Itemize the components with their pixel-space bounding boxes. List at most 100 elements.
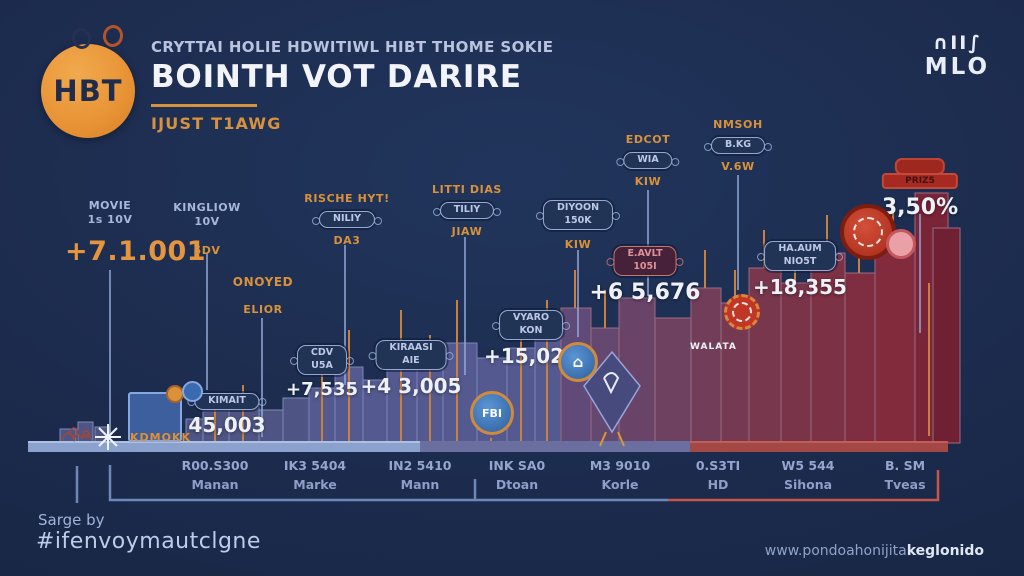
callout-label: 10V (194, 215, 220, 229)
callout-label: ELIOR (243, 302, 283, 316)
axis-name: Sihona (783, 476, 833, 492)
building-tag: WALATA (690, 342, 737, 352)
callout-sub: KIW (634, 175, 662, 189)
badge-text: FBI (482, 406, 502, 420)
axis-code: 0.S3TI (695, 458, 741, 473)
callout-pill: DIYOON 150K (535, 200, 621, 230)
pill-line: U5A (311, 359, 333, 371)
axis-code: IN2 5410 (388, 458, 452, 473)
callout-kiraasi: KIRAASI AIE +4 3,005 (361, 340, 461, 398)
pill-line: KON (519, 324, 543, 336)
axis-name: Korle (601, 476, 639, 492)
axis-code: INK SA0 (488, 458, 546, 473)
callout-sub: KIW (564, 237, 592, 251)
callout-pill: TILIY (432, 202, 502, 220)
kite-emblem (583, 350, 641, 447)
brand-mark: ∩II∫ MLO (925, 32, 990, 81)
callout-vyaro: VYARO KON +15,023 (484, 310, 578, 368)
axis-name: HD (707, 476, 729, 492)
axis-name: Manan (191, 476, 239, 492)
pill-line: DIYOON (556, 202, 600, 213)
logo-text: HBT (53, 74, 123, 108)
callout-pill: E.AVLT 105I (606, 246, 684, 276)
ribbon-label: PRIZ5 (881, 173, 959, 189)
callout-eavlt: E.AVLT 105I +6 5,676 (590, 246, 701, 305)
callout-edcot: EDCOT WIA KIW (616, 133, 681, 189)
website-bold: keglonido (906, 543, 984, 559)
fbi-badge-icon: FBI (470, 391, 514, 435)
callout-value: +18,355 (753, 274, 847, 299)
callout-sub: 5DV (193, 243, 221, 257)
callout-label: 1s 10V (87, 213, 133, 227)
title-divider (151, 104, 257, 107)
callout-sub: DA3 (333, 234, 361, 248)
pill-line: NIO5T (783, 255, 817, 267)
callout-onoyed: ONOYED ELIOR (218, 275, 308, 317)
axis-category-1: IK3 5404 Marke (284, 457, 346, 495)
callout-label: NMSOH (713, 118, 763, 131)
axis-category-7: B. SM Tveas (884, 457, 925, 495)
page-title: BOINTH VOT DARIRE (151, 59, 522, 95)
pill-line: HA.AUM (778, 243, 822, 254)
callout-label: LITTI DIAS (432, 183, 502, 196)
brand-glyph-icon: ∩II∫ (932, 32, 982, 54)
callout-pill: NILIY (312, 211, 382, 229)
pill-line: E.AVLT (627, 248, 663, 259)
callout-diyoon: DIYOON 150K KIW (535, 200, 621, 252)
medal-small-icon (724, 294, 760, 330)
axis-category-2: IN2 5410 Mann (389, 457, 452, 495)
medal-ring (731, 301, 753, 323)
callout-pill: B.KG (703, 137, 773, 155)
callout-value: +7,535 (285, 378, 359, 400)
callout-value: 45,003 (188, 412, 266, 437)
medal-pink-icon (886, 229, 916, 259)
snowflake-icon (95, 424, 121, 450)
hbt-coin-logo: HBT (41, 44, 135, 138)
callout-pill: CDV U5A (289, 345, 355, 375)
axis-category-3: INK SA0 Dtoan (489, 457, 546, 495)
axis-category-5: 0.S3TI HD (696, 457, 740, 495)
callout-label: EDCOT (625, 133, 671, 146)
credit-handle: #ifenvoymautclgne (36, 529, 261, 554)
credit-byline: Sarge by (38, 511, 105, 529)
axis-code: R00.S300 (181, 458, 249, 473)
callout-sub: JIAW (451, 225, 483, 239)
callout-cdv: CDV U5A +7,535 (286, 345, 358, 400)
pill-line: 105I (633, 260, 657, 272)
prize-ribbon: PRIZ5 3,50% (881, 158, 959, 220)
pill-line: KIRAASI (389, 342, 433, 353)
axis-category-0: R00.S300 Manan (182, 457, 249, 495)
callout-movie: MOVIE 1s 10V +7.1.001 (65, 199, 207, 267)
badge-glyph: ⌂ (572, 353, 584, 371)
callout-pill: VYARO KON (491, 310, 571, 340)
callout-label: RISCHE HYT! (304, 192, 390, 205)
rollercoaster-doodle (61, 427, 93, 443)
axis-code: B. SM (884, 458, 926, 473)
medal-ring (852, 216, 884, 248)
axis-category-6: W5 544 Sihona (782, 457, 835, 495)
axis-name: Tveas (884, 476, 926, 492)
axis-name: Mann (400, 476, 440, 492)
axis-code: IK3 5404 (283, 458, 347, 473)
globe-mini-icon (182, 381, 203, 402)
callout-haaum: HA.AUM NIO5T +18,355 (753, 241, 847, 299)
callout-pill: WIA (616, 152, 681, 170)
callout-rische: RISCHE HYT! NILIY DA3 (292, 192, 402, 248)
callout-pill: KIMAIT (187, 393, 267, 410)
callout-label: ONOYED (232, 275, 294, 289)
callout-nmsoh: NMSOH B.KG V.6W (703, 118, 773, 174)
pill-line: CDV (310, 347, 334, 358)
axis-name: Dtoan (495, 476, 539, 492)
axis-code: M3 9010 (589, 458, 651, 473)
callout-value: +7.1.001 (65, 235, 207, 267)
coin-mini-icon (166, 385, 184, 403)
tower-badge-icon: ⌂ (558, 342, 598, 382)
callout-kinglion: KINGLIOW 10V 5DV (157, 201, 257, 258)
skyline-bars-right (560, 192, 961, 444)
website-regular: www.pondoahonijita (764, 543, 907, 559)
website-url: www.pondoahonijitakeglonido (765, 543, 984, 559)
pill-line: 150K (564, 214, 592, 226)
axis-category-4: M3 9010 Korle (590, 457, 650, 495)
baseline-band (28, 441, 948, 452)
